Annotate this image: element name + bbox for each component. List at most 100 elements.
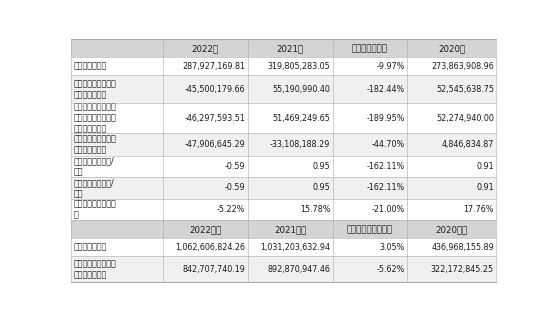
Text: 52,545,638.75: 52,545,638.75 xyxy=(436,85,494,93)
Bar xyxy=(71,177,163,199)
Text: 0.91: 0.91 xyxy=(476,183,494,192)
Text: 1,031,203,632.94: 1,031,203,632.94 xyxy=(260,243,330,252)
Text: -33,108,188.29: -33,108,188.29 xyxy=(270,140,330,149)
Bar xyxy=(71,238,163,256)
Text: -44.70%: -44.70% xyxy=(371,140,404,149)
Text: 本年比上年增减: 本年比上年增减 xyxy=(352,44,388,53)
Bar xyxy=(333,57,407,75)
Bar xyxy=(333,238,407,256)
Text: 319,805,283.05: 319,805,283.05 xyxy=(268,62,330,71)
Bar xyxy=(248,156,333,177)
Text: 0.95: 0.95 xyxy=(312,183,330,192)
Bar xyxy=(163,75,248,103)
Text: 0.91: 0.91 xyxy=(476,162,494,171)
Text: -21.00%: -21.00% xyxy=(371,205,404,214)
Text: 17.76%: 17.76% xyxy=(463,205,494,214)
Text: -5.62%: -5.62% xyxy=(376,265,404,273)
Text: 55,190,990.40: 55,190,990.40 xyxy=(273,85,330,93)
Bar xyxy=(71,75,163,103)
Text: 273,863,908.96: 273,863,908.96 xyxy=(431,62,494,71)
Bar xyxy=(71,39,163,57)
Bar xyxy=(407,57,496,75)
Text: 经营活动产生的现金
流量净额（元）: 经营活动产生的现金 流量净额（元） xyxy=(74,134,117,155)
Text: 892,870,947.46: 892,870,947.46 xyxy=(268,265,330,273)
Bar xyxy=(248,199,333,220)
Bar xyxy=(248,103,333,133)
Text: 4,846,834.87: 4,846,834.87 xyxy=(442,140,494,149)
Text: 51,469,249.65: 51,469,249.65 xyxy=(273,114,330,122)
Bar xyxy=(163,103,248,133)
Bar xyxy=(333,75,407,103)
Text: 资产总额（元）: 资产总额（元） xyxy=(74,243,107,252)
Bar xyxy=(407,220,496,238)
Bar xyxy=(163,256,248,282)
Bar xyxy=(71,220,163,238)
Text: 本年末比上年末增减: 本年末比上年末增减 xyxy=(347,225,393,234)
Bar xyxy=(163,133,248,156)
Bar xyxy=(333,177,407,199)
Text: 2021年: 2021年 xyxy=(277,44,304,53)
Text: -162.11%: -162.11% xyxy=(366,162,404,171)
Text: 2022年: 2022年 xyxy=(192,44,219,53)
Bar xyxy=(248,220,333,238)
Text: 2020年: 2020年 xyxy=(438,44,465,53)
Bar xyxy=(333,39,407,57)
Bar xyxy=(71,156,163,177)
Text: 0.95: 0.95 xyxy=(312,162,330,171)
Bar xyxy=(248,57,333,75)
Bar xyxy=(407,39,496,57)
Text: 15.78%: 15.78% xyxy=(300,205,330,214)
Text: 842,707,740.19: 842,707,740.19 xyxy=(182,265,245,273)
Bar xyxy=(333,156,407,177)
Text: 2022年末: 2022年末 xyxy=(189,225,222,234)
Bar xyxy=(407,156,496,177)
Bar xyxy=(407,177,496,199)
Text: 436,968,155.89: 436,968,155.89 xyxy=(431,243,494,252)
Text: 归属于上市公司股东
的扣除非经常性损益
的净利润（元）: 归属于上市公司股东 的扣除非经常性损益 的净利润（元） xyxy=(74,102,117,134)
Text: -5.22%: -5.22% xyxy=(217,205,245,214)
Text: 归属于上市公司股东
的净资产（元）: 归属于上市公司股东 的净资产（元） xyxy=(74,259,117,279)
Bar xyxy=(248,133,333,156)
Text: -0.59: -0.59 xyxy=(224,162,245,171)
Text: 2021年末: 2021年末 xyxy=(274,225,306,234)
Text: -46,297,593.51: -46,297,593.51 xyxy=(184,114,245,122)
Bar xyxy=(71,57,163,75)
Text: 2020年末: 2020年末 xyxy=(435,225,468,234)
Bar xyxy=(333,256,407,282)
Bar xyxy=(248,177,333,199)
Bar xyxy=(163,57,248,75)
Bar xyxy=(248,75,333,103)
Bar xyxy=(163,177,248,199)
Text: 营业收入（元）: 营业收入（元） xyxy=(74,62,107,71)
Text: -0.59: -0.59 xyxy=(224,183,245,192)
Bar xyxy=(407,75,496,103)
Text: 1,062,606,824.26: 1,062,606,824.26 xyxy=(175,243,245,252)
Text: -189.95%: -189.95% xyxy=(366,114,404,122)
Bar xyxy=(248,256,333,282)
Text: 322,172,845.25: 322,172,845.25 xyxy=(431,265,494,273)
Text: -9.97%: -9.97% xyxy=(376,62,404,71)
Bar xyxy=(407,238,496,256)
Bar xyxy=(163,220,248,238)
Text: 3.05%: 3.05% xyxy=(379,243,404,252)
Text: 归属于上市公司股东
的净利润（元）: 归属于上市公司股东 的净利润（元） xyxy=(74,79,117,99)
Text: 加权平均净资产收益
率: 加权平均净资产收益 率 xyxy=(74,200,117,220)
Bar xyxy=(71,199,163,220)
Bar xyxy=(163,238,248,256)
Bar xyxy=(163,199,248,220)
Bar xyxy=(71,103,163,133)
Text: -162.11%: -162.11% xyxy=(366,183,404,192)
Text: -45,500,179.66: -45,500,179.66 xyxy=(184,85,245,93)
Bar xyxy=(407,256,496,282)
Bar xyxy=(248,238,333,256)
Bar xyxy=(333,133,407,156)
Bar xyxy=(333,199,407,220)
Bar xyxy=(333,220,407,238)
Text: 基本每股收益（元/
股）: 基本每股收益（元/ 股） xyxy=(74,156,115,176)
Bar xyxy=(333,103,407,133)
Bar xyxy=(163,39,248,57)
Bar xyxy=(407,133,496,156)
Bar xyxy=(163,156,248,177)
Bar xyxy=(248,39,333,57)
Text: 稀释每股收益（元/
股）: 稀释每股收益（元/ 股） xyxy=(74,178,115,198)
